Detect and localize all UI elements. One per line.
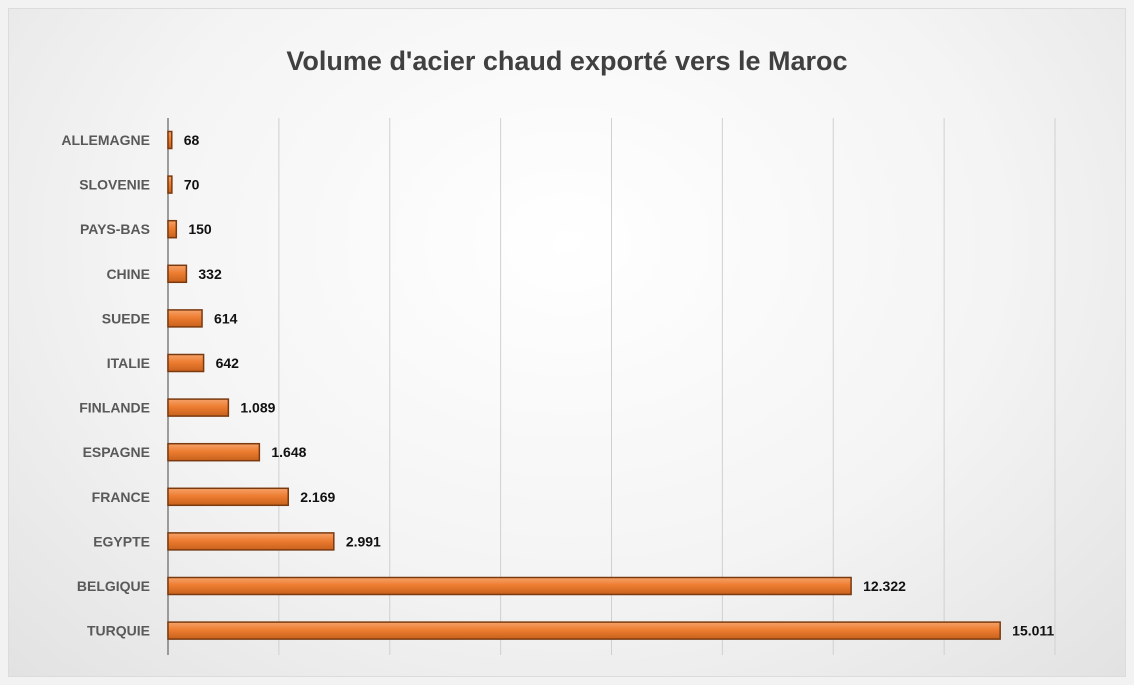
data-label: 642 — [216, 355, 240, 371]
category-label: BELGIQUE — [77, 578, 150, 594]
bar-egypte — [167, 532, 335, 551]
data-label: 12.322 — [863, 578, 906, 594]
chart-frame — [8, 8, 1126, 677]
data-label: 1.648 — [271, 444, 306, 460]
data-label: 2.169 — [300, 489, 335, 505]
bar-allemagne — [167, 130, 173, 150]
data-label: 1.089 — [240, 400, 275, 416]
category-label: CHINE — [106, 266, 150, 282]
bars — [167, 130, 1001, 640]
bar-pays-bas — [167, 219, 178, 239]
category-label: EGYPTE — [93, 533, 150, 549]
bar-slovenie — [167, 175, 173, 194]
bar-turquie — [167, 621, 1001, 640]
chart-title: Volume d'acier chaud exporté vers le Mar… — [286, 46, 848, 76]
data-label: 70 — [184, 177, 200, 193]
bar-italie — [167, 353, 205, 373]
data-label: 2.991 — [346, 533, 381, 549]
data-label: 150 — [188, 221, 212, 237]
labels: ALLEMAGNE 68 SLOVENIE 70 PAYS-BAS 150 CHINE 332… — [61, 132, 1054, 639]
bar-belgique — [167, 576, 852, 596]
bar-finlande — [167, 398, 230, 417]
bar-france — [167, 487, 289, 507]
category-label: FINLANDE — [79, 400, 150, 416]
category-label: ALLEMAGNE — [61, 132, 150, 148]
bar-suede — [167, 309, 203, 328]
data-label: 614 — [214, 310, 238, 326]
category-label: ITALIE — [107, 355, 150, 371]
data-label: 68 — [184, 132, 200, 148]
category-label: SUEDE — [102, 310, 150, 326]
category-label: SLOVENIE — [79, 177, 150, 193]
category-label: TURQUIE — [87, 623, 150, 639]
category-label: PAYS-BAS — [80, 221, 150, 237]
bar-chine — [167, 264, 188, 284]
gridlines — [167, 118, 1056, 655]
bar-espagne — [167, 442, 261, 462]
category-label: ESPAGNE — [83, 444, 150, 460]
data-label: 15.011 — [1012, 623, 1054, 639]
category-label: FRANCE — [92, 489, 150, 505]
data-label: 332 — [198, 266, 222, 282]
